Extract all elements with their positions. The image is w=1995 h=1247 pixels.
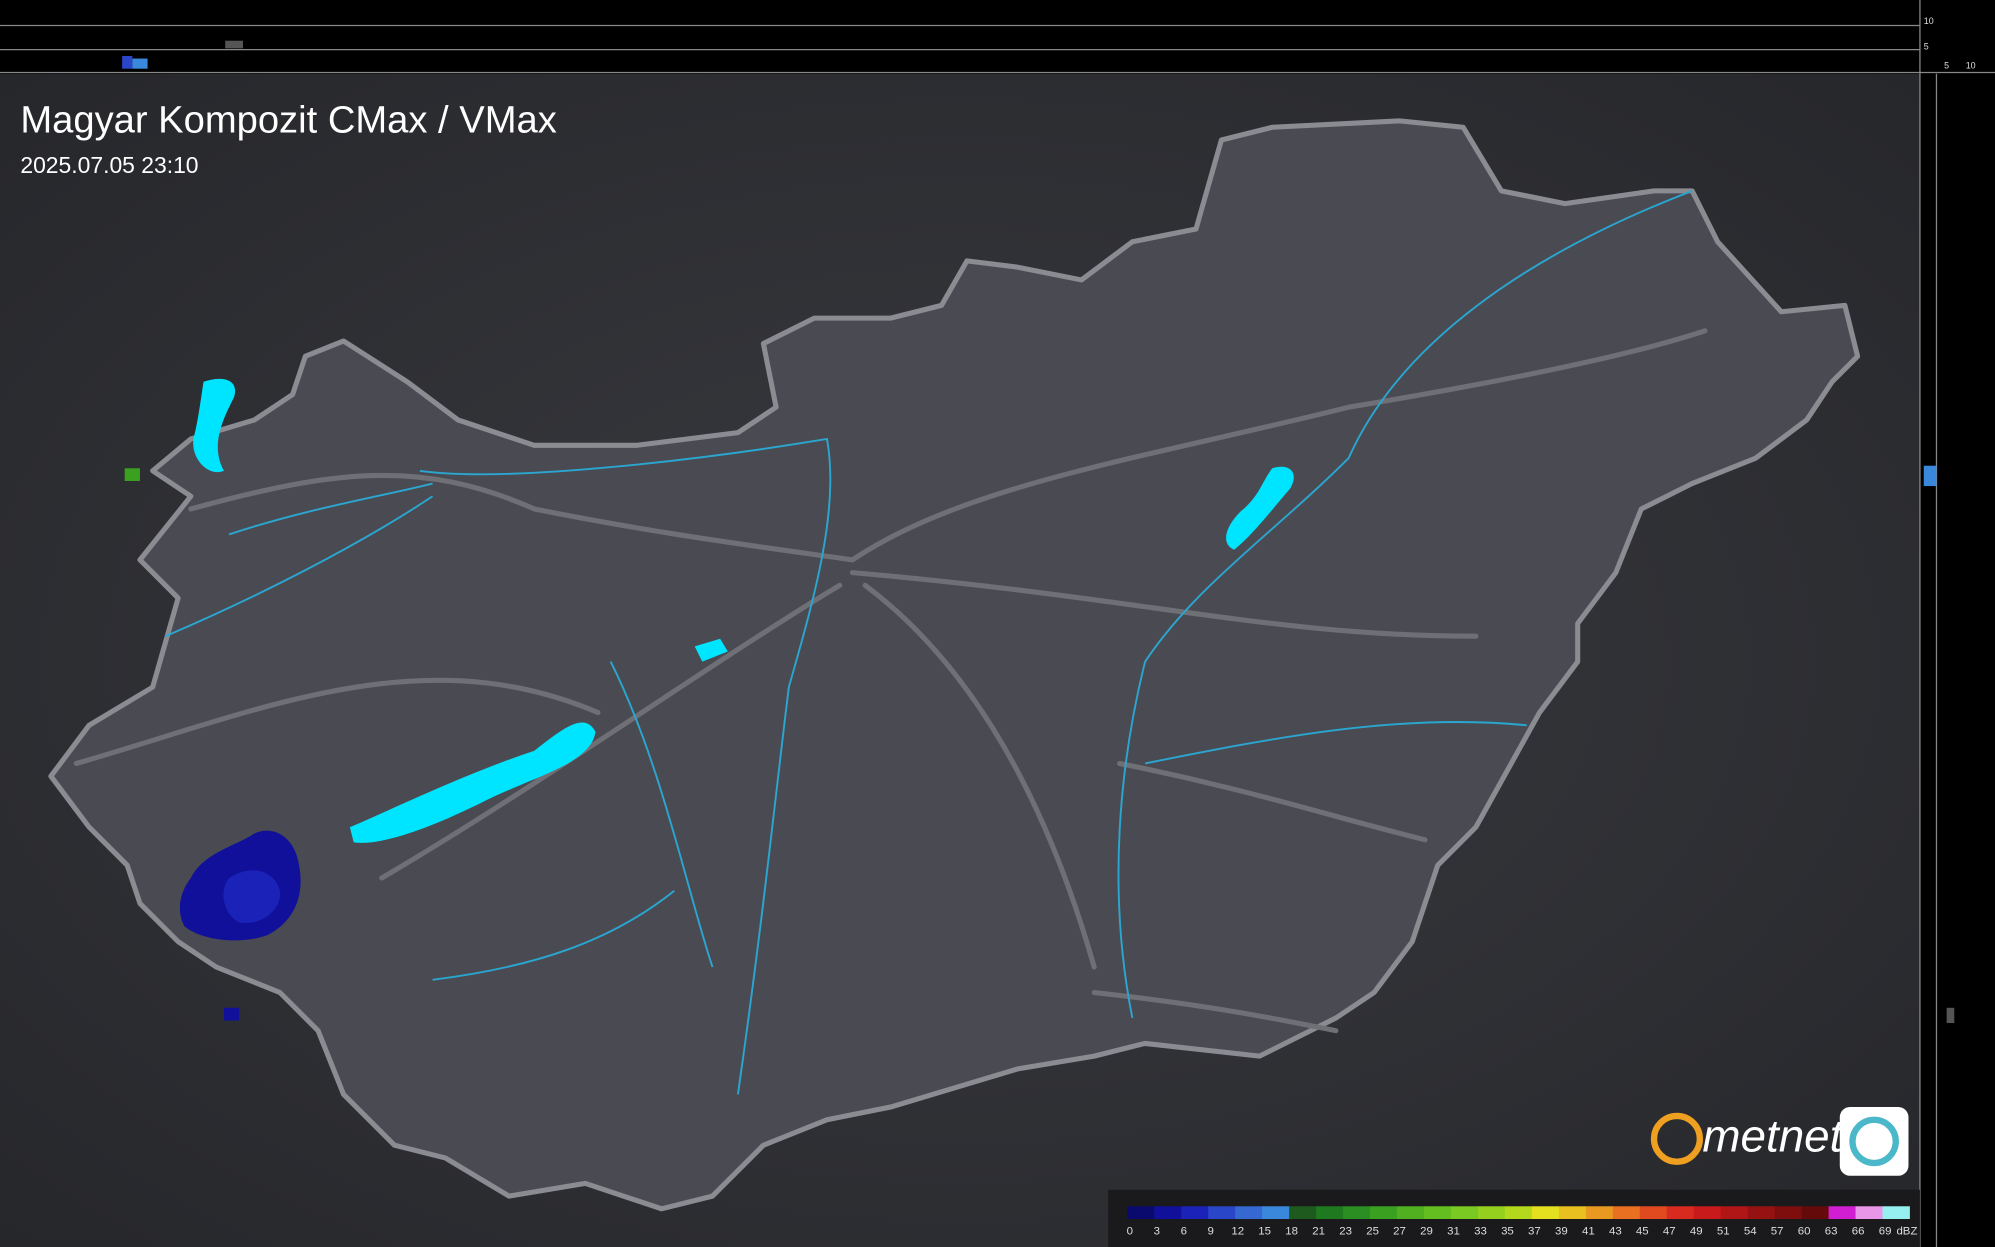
legend-swatch: [1720, 1206, 1749, 1220]
legend-swatch: [1558, 1206, 1587, 1220]
echo: [124, 468, 140, 481]
legend-tick-label: 63: [1825, 1225, 1838, 1237]
lakes: [193, 378, 1294, 843]
legend-tick-label: 3: [1154, 1225, 1160, 1237]
legend-swatch: [1639, 1206, 1668, 1220]
map-title: Magyar Kompozit CMax / VMax: [20, 98, 556, 141]
legend-tick-label: 25: [1366, 1225, 1379, 1237]
lake: [1226, 466, 1294, 550]
legend-tick-label: 41: [1582, 1225, 1595, 1237]
legend-swatch: [1127, 1206, 1155, 1220]
legend-swatch: [1774, 1206, 1802, 1220]
legend-swatch: [1828, 1206, 1856, 1220]
profile-echo: [1923, 465, 1937, 487]
logo-text: metnet: [1702, 1111, 1844, 1162]
legend-tick-label: 49: [1690, 1225, 1703, 1237]
lake: [349, 722, 596, 843]
legend-swatch: [1450, 1206, 1479, 1220]
legend-tick-label: 69: [1879, 1225, 1892, 1237]
legend-tick-label: 27: [1393, 1225, 1406, 1237]
legend-unit: dBZ: [1896, 1225, 1917, 1237]
legend-swatch: [1504, 1206, 1533, 1220]
legend-tick-label: 0: [1127, 1225, 1133, 1237]
legend-swatch: [1423, 1206, 1452, 1220]
legend-tick-label: 31: [1447, 1225, 1460, 1237]
legend-tick-label: 12: [1231, 1225, 1244, 1237]
legend-tick-label: 51: [1717, 1225, 1730, 1237]
legend-tick-label: 21: [1312, 1225, 1325, 1237]
profile-label: 5: [1944, 61, 1949, 71]
legend-tick-label: 54: [1744, 1225, 1757, 1237]
legend-swatch: [1397, 1206, 1425, 1220]
legend-tick-label: 57: [1771, 1225, 1784, 1237]
profile-echo: [225, 40, 244, 49]
legend-swatch: [1801, 1206, 1829, 1220]
legend-tick-label: 6: [1181, 1225, 1187, 1237]
legend-swatch: [1585, 1206, 1614, 1220]
radar-echoes: [124, 468, 301, 1021]
logo-sun: [1650, 1112, 1704, 1165]
echo: [223, 1007, 240, 1021]
legend-swatch: [1235, 1206, 1263, 1220]
legend-tick-label: 45: [1636, 1225, 1649, 1237]
legend-swatch: [1289, 1206, 1317, 1220]
legend-swatch: [1855, 1206, 1883, 1220]
legend: 0 3 6 9 12 15 18 21 23 25 27 29 31 33 35 37 39 41 43 45 47 49…: [1127, 1206, 1917, 1237]
legend-tick-label: 47: [1663, 1225, 1676, 1237]
legend-tick-label: 39: [1555, 1225, 1568, 1237]
lake: [694, 638, 728, 662]
legend-swatch: [1181, 1206, 1209, 1220]
legend-swatch: [1262, 1206, 1290, 1220]
timestamp: 2025.07.05 23:10: [20, 152, 198, 178]
legend-swatch: [1316, 1206, 1344, 1220]
profile-label: 10: [1924, 16, 1934, 26]
legend-tick-label: 60: [1798, 1225, 1811, 1237]
profile-label: 5: [1924, 42, 1929, 52]
rivers: [165, 189, 1693, 1095]
legend-tick-label: 9: [1208, 1225, 1214, 1237]
legend-swatch: [1747, 1206, 1776, 1220]
legend-swatch: [1477, 1206, 1506, 1220]
country-fill: [48, 118, 1861, 1212]
legend-swatch: [1693, 1206, 1722, 1220]
legend-tick-label: 18: [1285, 1225, 1298, 1237]
legend-tick-label: 23: [1339, 1225, 1352, 1237]
profile-label: 10: [1966, 61, 1976, 71]
legend-tick-label: 33: [1474, 1225, 1487, 1237]
legend-swatch: [1531, 1206, 1560, 1220]
legend-swatch: [1208, 1206, 1236, 1220]
legend-tick-label: 15: [1258, 1225, 1271, 1237]
legend-tick-label: 43: [1609, 1225, 1622, 1237]
legend-swatch: [1343, 1206, 1371, 1220]
legend-tick-label: 37: [1528, 1225, 1541, 1237]
legend-swatch: [1154, 1206, 1182, 1220]
legend-swatch: [1370, 1206, 1398, 1220]
echo: [223, 870, 281, 924]
profile-echo: [1946, 1007, 1955, 1024]
logo-swirl: [1849, 1116, 1899, 1167]
legend-tick-label: 29: [1420, 1225, 1433, 1237]
profile-echo: [132, 58, 148, 69]
legend-swatch: [1666, 1206, 1695, 1220]
logo: metnet: [1650, 1107, 1909, 1176]
legend-tick-label: 66: [1852, 1225, 1865, 1237]
legend-swatch: [1882, 1206, 1910, 1220]
lake: [193, 378, 236, 473]
legend-tick-label: 35: [1501, 1225, 1514, 1237]
legend-swatch: [1612, 1206, 1641, 1220]
profile-echo: [122, 55, 133, 69]
roads: [73, 328, 1708, 1034]
